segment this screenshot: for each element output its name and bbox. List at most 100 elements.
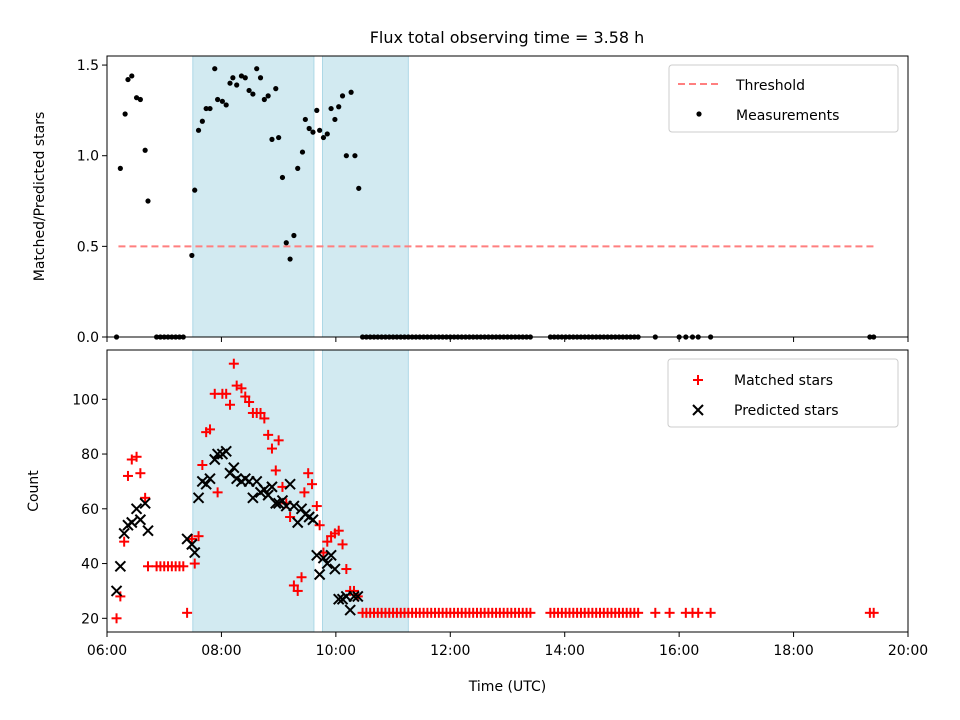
matched-star-point — [140, 492, 151, 503]
bottom-legend: Matched stars Predicted stars — [667, 358, 899, 428]
chart-title: Flux total observing time = 3.58 h — [370, 28, 645, 47]
measurement-point — [306, 125, 312, 132]
top-legend-box — [668, 64, 899, 133]
top-y-tick-label: 0.5 — [77, 239, 99, 255]
measurement-point — [145, 198, 151, 204]
predicted-star-point — [344, 604, 356, 616]
bottom-y-tick-label: 80 — [81, 447, 99, 463]
matched-star-point — [197, 459, 208, 470]
x-tick-label: 12:00 — [430, 643, 470, 659]
predicted-star-point — [311, 549, 323, 562]
bottom-y-tick-label: 60 — [81, 502, 99, 518]
measurement-point — [352, 153, 358, 159]
measurement-point — [283, 240, 289, 246]
matched-star-point — [693, 607, 704, 618]
measurement-point — [343, 153, 349, 159]
matched-star-point — [296, 572, 307, 583]
measurement-point — [199, 118, 205, 124]
measurement-point — [348, 89, 354, 95]
bottom-y-axis-label: Count — [26, 470, 42, 512]
measurement-point — [117, 165, 123, 171]
measurement-point — [122, 111, 128, 117]
bottom-axis-ticks: 20 40 60 80 100 06:00 08:00 10:00 12:00 14:00 16:0… — [72, 392, 928, 659]
measurement-point — [227, 80, 233, 86]
x-tick-label: 08:00 — [201, 643, 241, 659]
predicted-star-point — [352, 590, 364, 603]
top-y-tick-label: 0.0 — [77, 330, 99, 346]
measurement-point — [339, 93, 346, 99]
x-tick-label: 10:00 — [316, 643, 356, 659]
predicted-star-point — [317, 552, 330, 564]
measurement-point — [246, 87, 252, 94]
predicted-star-point — [348, 590, 360, 603]
predicted-star-point — [288, 500, 300, 512]
predicted-star-point — [258, 483, 271, 496]
x-tick-label: 18:00 — [773, 643, 813, 659]
measurement-point — [142, 147, 148, 153]
predicted-star-point — [228, 462, 240, 474]
measurement-point — [287, 256, 293, 262]
matched-star-point — [204, 424, 215, 435]
predicted-star-point — [139, 497, 151, 510]
bottom-y-tick-label: 40 — [81, 557, 99, 573]
matched-star-point — [525, 607, 536, 618]
matched-star-point — [314, 520, 325, 531]
matched-star-point — [341, 564, 352, 575]
top-y-axis-label: Matched/Predicted stars — [32, 112, 48, 282]
matched-star-point — [303, 468, 314, 479]
measurement-point — [230, 75, 236, 81]
matched-star-point — [178, 561, 189, 572]
measurement-point — [314, 107, 320, 113]
matched-star-point — [115, 591, 126, 602]
matched-star-point — [292, 585, 303, 596]
predicted-star-point — [118, 527, 130, 540]
measurement-point — [328, 105, 334, 112]
bottom-shaded-interval-1 — [192, 349, 315, 633]
measurement-point — [137, 96, 143, 103]
measurement-point — [257, 75, 264, 81]
measurement-point — [317, 127, 323, 133]
top-legend: Threshold Measurements — [668, 64, 899, 133]
matched-star-point — [122, 470, 133, 481]
matched-star-point — [322, 536, 333, 547]
matched-star-point — [240, 391, 251, 402]
matched-star-point — [337, 539, 348, 550]
top-panel: 0.0 0.5 1.0 1.5 Matched/Predicted stars Thr… — [32, 55, 909, 346]
measurement-point — [223, 102, 229, 108]
measurement-point — [261, 96, 267, 103]
measurement-point — [310, 129, 316, 135]
predicted-star-point — [186, 538, 198, 551]
predicted-star-point — [313, 568, 326, 581]
matched-star-point — [244, 397, 255, 408]
predicted-star-point — [126, 516, 138, 529]
bottom-shaded-intervals — [192, 349, 409, 633]
measurement-point — [129, 73, 135, 79]
matched-star-point — [255, 407, 266, 418]
matched-star-point — [212, 487, 223, 498]
measurement-point — [215, 96, 221, 103]
matched-star-point — [225, 399, 236, 410]
matched-star-point — [236, 383, 247, 394]
predicted-star-point — [211, 448, 224, 460]
matched-star-point — [650, 607, 661, 618]
measurement-point — [212, 66, 218, 72]
top-y-tick-label: 1.0 — [77, 149, 99, 165]
predicted-star-point — [325, 549, 337, 562]
legend-matched-label: Matched stars — [734, 373, 833, 389]
predicted-star-point — [110, 585, 123, 597]
measurement-point — [269, 136, 275, 142]
matched-star-point — [288, 580, 299, 591]
top-shaded-intervals — [192, 55, 409, 338]
x-tick-label: 16:00 — [659, 643, 699, 659]
matched-star-point — [333, 525, 344, 536]
bottom-shaded-interval-2 — [322, 349, 409, 633]
measurement-point — [125, 76, 131, 83]
legend-measurements-label: Measurements — [736, 108, 839, 124]
matched-star-point — [705, 607, 716, 618]
legend-predicted-swatch — [692, 404, 704, 416]
matched-star-point — [311, 501, 322, 512]
bottom-y-tick-label: 20 — [81, 611, 99, 627]
legend-matched-swatch — [693, 375, 703, 385]
matched-star-point — [189, 558, 200, 569]
